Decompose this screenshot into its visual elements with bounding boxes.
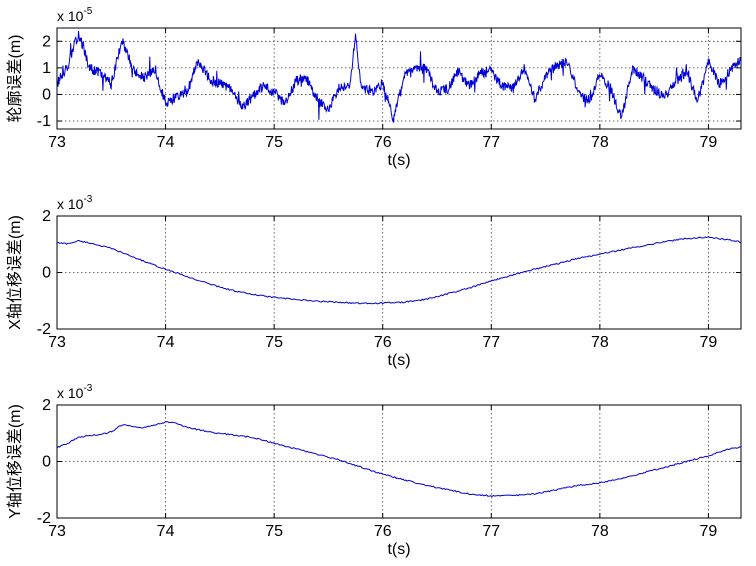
axis-scale-label: x 10-5 xyxy=(57,6,93,24)
x-tick-label: 75 xyxy=(265,334,283,351)
axis-scale-exponent: -5 xyxy=(83,6,92,17)
x-tick-label: 77 xyxy=(482,334,500,351)
x-tick-label: 76 xyxy=(374,523,392,540)
x-tick-label: 79 xyxy=(700,134,718,151)
x-tick-label: 78 xyxy=(591,334,609,351)
y-tick-label: 0 xyxy=(42,86,51,103)
series-line xyxy=(56,236,742,305)
series-line xyxy=(56,421,742,498)
x-axis-label: t(s) xyxy=(387,541,410,558)
axis-scale-exponent: -3 xyxy=(83,194,92,205)
axis-scale-base: x 10 xyxy=(57,385,84,401)
axis-scale-label: x 10-3 xyxy=(57,194,93,212)
x-tick-label: 75 xyxy=(265,134,283,151)
x-tick-label: 78 xyxy=(591,134,609,151)
series-line xyxy=(56,30,742,123)
x-displacement-error-panel: X轴位移误差(m) t(s) x 10-3 73 74 75 76 77 78 79 -2 0 2 xyxy=(6,194,742,369)
y-tick-label: 0 xyxy=(42,265,51,282)
y-tick-label: 0 xyxy=(42,454,51,471)
x-tick-label: 75 xyxy=(265,523,283,540)
x-tick-label: 76 xyxy=(374,334,392,351)
x-tick-label: 74 xyxy=(157,334,175,351)
x-axis-label: t(s) xyxy=(387,152,410,169)
y-tick-label: -1 xyxy=(37,113,51,130)
x-tick-label: 73 xyxy=(48,134,66,151)
x-tick-label: 79 xyxy=(700,523,718,540)
x-tick-label: 74 xyxy=(157,134,175,151)
y-tick-label: 2 xyxy=(42,33,51,50)
axis-scale-label: x 10-3 xyxy=(57,383,93,401)
y-axis-label: Y轴位移误差(m) xyxy=(6,404,24,519)
axis-scale-base: x 10 xyxy=(57,196,84,212)
axis-scale-exponent: -3 xyxy=(83,383,92,394)
x-tick-label: 77 xyxy=(482,523,500,540)
y-displacement-error-panel: Y轴位移误差(m) t(s) x 10-3 73 74 75 76 77 78 79 -2 0 2 xyxy=(6,383,742,558)
contour-error-panel: 轮廓误差(m) t(s) x 10-5 73 74 75 76 77 78 79 -1 0 1 2 xyxy=(6,6,742,169)
x-tick-label: 77 xyxy=(482,134,500,151)
y-tick-label: 2 xyxy=(42,397,51,414)
y-tick-label: -2 xyxy=(37,321,51,338)
y-tick-label: 1 xyxy=(42,60,51,77)
axis-scale-base: x 10 xyxy=(57,8,84,24)
x-tick-label: 73 xyxy=(48,334,66,351)
y-axis-label: X轴位移误差(m) xyxy=(6,215,24,330)
x-tick-label: 79 xyxy=(700,334,718,351)
y-tick-label: 2 xyxy=(42,208,51,225)
x-tick-label: 74 xyxy=(157,523,175,540)
axes-frame xyxy=(56,27,742,130)
y-axis-label: 轮廓误差(m) xyxy=(6,35,24,123)
x-tick-label: 73 xyxy=(48,523,66,540)
x-tick-label: 78 xyxy=(591,523,609,540)
x-axis-label: t(s) xyxy=(387,352,410,369)
y-tick-label: -2 xyxy=(37,510,51,527)
x-tick-label: 76 xyxy=(374,134,392,151)
